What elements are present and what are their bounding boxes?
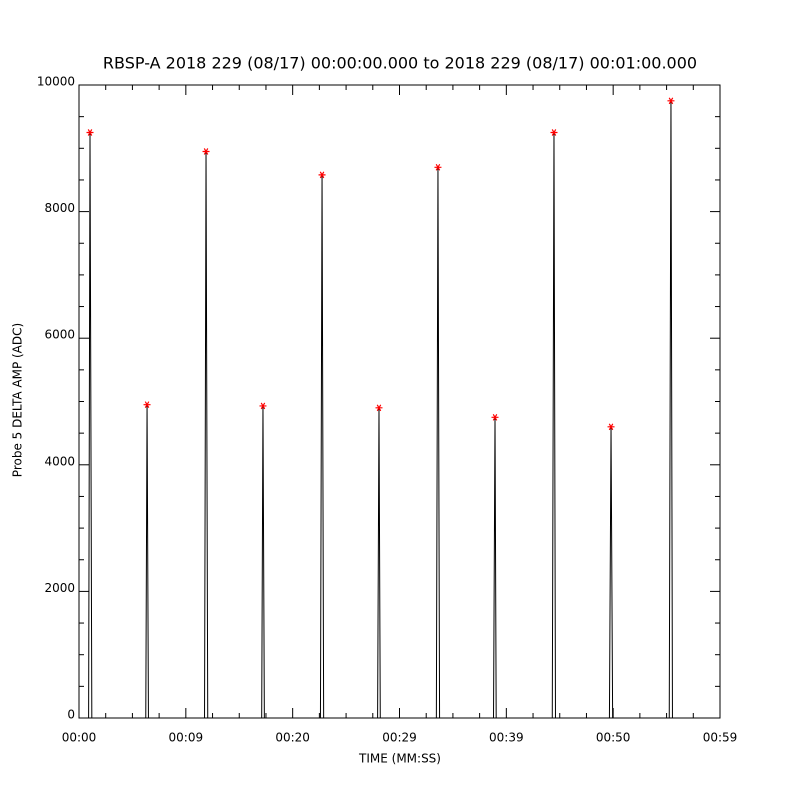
peak-marker	[607, 423, 615, 431]
peak-marker	[550, 129, 558, 136]
plot-frame	[78, 84, 721, 719]
x-tick-label: 00:59	[703, 731, 738, 745]
x-tick-label: 00:00	[62, 731, 97, 745]
peak-marker	[375, 404, 383, 412]
peak-marker	[143, 401, 151, 409]
peak-marker	[434, 163, 442, 171]
x-tick-label: 00:29	[382, 731, 417, 745]
y-tick-label: 2000	[44, 581, 75, 595]
peak-marker	[667, 97, 675, 105]
y-tick-label: 4000	[44, 454, 75, 468]
y-tick-label: 6000	[44, 328, 75, 342]
chart-title: RBSP-A 2018 229 (08/17) 00:00:00.000 to …	[103, 54, 697, 73]
y-tick-label: 0	[67, 708, 75, 722]
peak-marker	[491, 413, 499, 421]
peak-marker	[86, 129, 94, 136]
x-tick-label: 00:50	[596, 731, 631, 745]
y-tick-label: 8000	[44, 201, 75, 215]
peak-marker	[318, 171, 326, 179]
y-axis-label: Probe 5 DELTA AMP (ADC)	[11, 323, 25, 477]
x-tick-label: 00:39	[489, 731, 524, 745]
x-tick-label: 00:20	[275, 731, 310, 745]
peak-marker	[202, 148, 210, 155]
x-axis-label: TIME (MM:SS)	[358, 752, 441, 766]
y-tick-label: 10000	[37, 75, 75, 89]
x-tick-label: 00:09	[169, 731, 204, 745]
peak-marker	[259, 402, 267, 410]
